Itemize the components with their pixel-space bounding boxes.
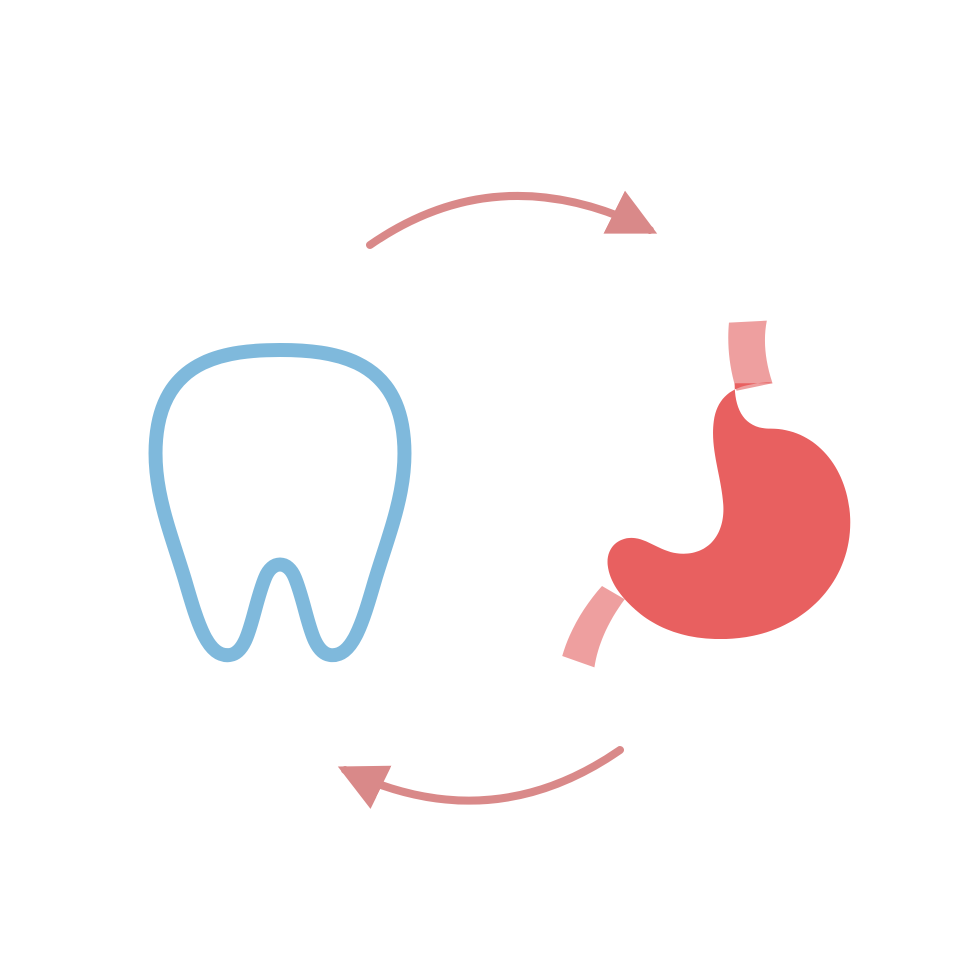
arrow-bottom-icon [345,750,620,801]
arrow-top-icon [370,196,650,245]
cycle-arrows [0,0,980,980]
digestion-cycle-diagram [0,0,980,980]
